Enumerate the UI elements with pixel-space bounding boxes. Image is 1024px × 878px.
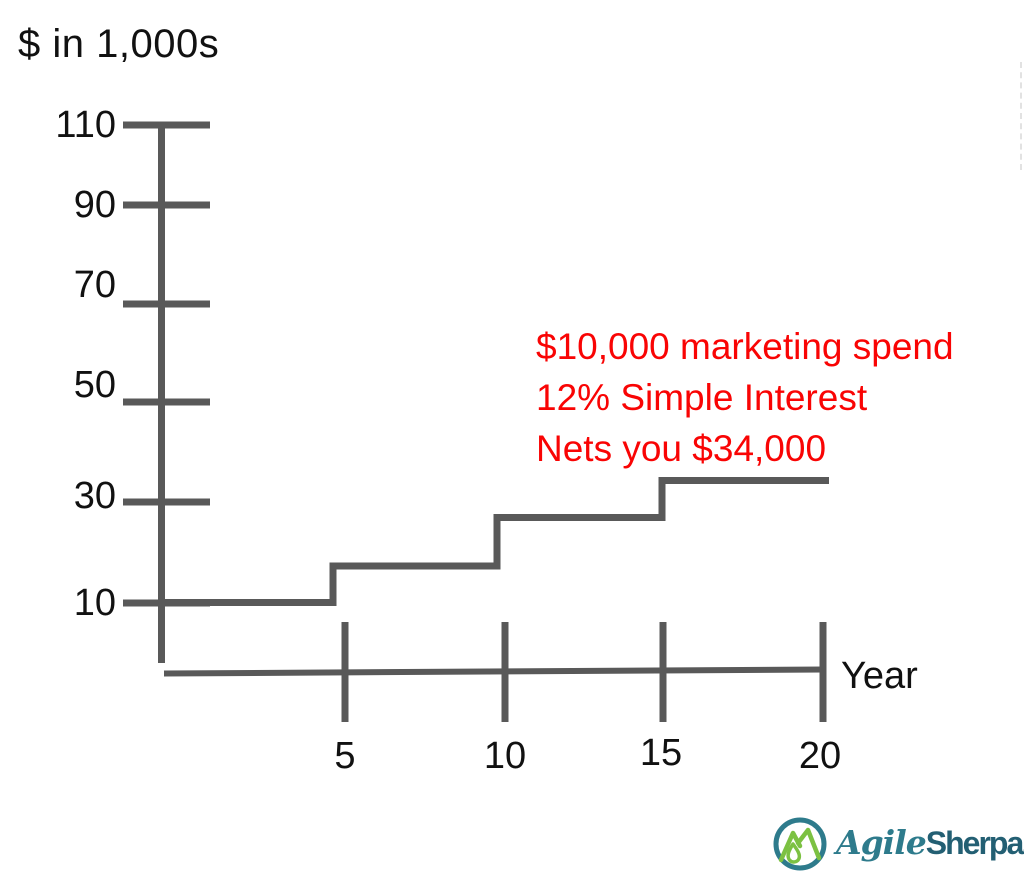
interest-step-line bbox=[164, 477, 829, 606]
agilesherpas-logo: Agile Sherpas bbox=[772, 816, 1024, 872]
annotation-line-nets: Nets you $34,000 bbox=[536, 428, 827, 469]
annotation-block: $10,000 marketing spend 12% Simple Inter… bbox=[536, 321, 954, 474]
chart-title: $ in 1,000s bbox=[18, 22, 220, 66]
edge-artifact-line bbox=[1020, 62, 1022, 170]
x-tick-label-15: 15 bbox=[639, 732, 683, 774]
logo-brand-suffix: Sherpas bbox=[925, 825, 1024, 861]
logo-brand-prefix: Agile bbox=[836, 823, 927, 862]
y-tick-label-110: 110 bbox=[55, 104, 116, 146]
y-tick-label-30: 30 bbox=[73, 475, 116, 517]
x-tick-label-10: 10 bbox=[483, 735, 527, 777]
y-tick-label-90: 90 bbox=[73, 184, 116, 226]
x-axis-title: Year bbox=[841, 655, 918, 697]
y-tick-label-70: 70 bbox=[73, 264, 116, 306]
annotation-line-interest: 12% Simple Interest bbox=[536, 377, 868, 418]
agilesherpas-logo-icon bbox=[773, 817, 827, 871]
x-tick-label-5: 5 bbox=[334, 735, 356, 777]
y-tick-label-50: 50 bbox=[73, 364, 116, 406]
x-tick-label-20: 20 bbox=[798, 735, 842, 777]
agilesherpas-logo-text: Agile Sherpas bbox=[836, 816, 1024, 862]
y-tick-label-10: 10 bbox=[73, 582, 116, 624]
annotation-line-spend: $10,000 marketing spend bbox=[536, 326, 954, 367]
x-axis-line bbox=[163, 666, 825, 677]
